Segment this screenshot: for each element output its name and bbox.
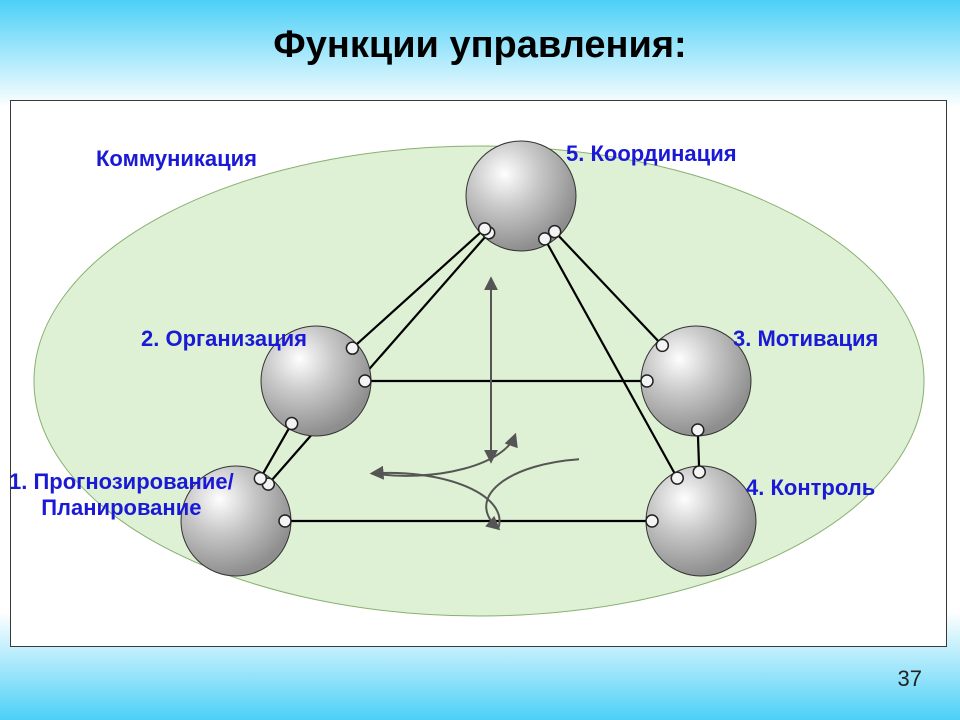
node-label: 4. Контроль <box>746 475 875 501</box>
node-port <box>641 375 653 387</box>
node-port <box>359 375 371 387</box>
slide: Функции управления: <box>0 0 960 720</box>
node-label: 3. Мотивация <box>733 326 878 352</box>
node-port <box>693 466 705 478</box>
slide-title: Функции управления: <box>0 24 960 67</box>
node-port <box>286 418 298 430</box>
node-port <box>279 515 291 527</box>
page-number: 37 <box>898 666 922 692</box>
node-port <box>671 472 683 484</box>
node-port <box>254 472 266 484</box>
node-port <box>346 342 358 354</box>
node-label-line: Планирование <box>9 495 234 521</box>
node-port <box>479 223 491 235</box>
node-port <box>646 515 658 527</box>
management-functions-diagram <box>11 101 946 646</box>
node-label: 5. Координация <box>566 141 737 167</box>
node-label: 1. Прогнозирование/Планирование <box>9 469 234 521</box>
node-port <box>692 424 704 436</box>
node-sphere <box>646 466 756 576</box>
node-label-line: 1. Прогнозирование/ <box>9 469 234 495</box>
node-port <box>656 339 668 351</box>
diagram-panel: Коммуникация 5. Координация 2. Организаци… <box>10 100 947 647</box>
node-label: 2. Организация <box>141 326 307 352</box>
context-label: Коммуникация <box>96 146 257 172</box>
node-port <box>539 233 551 245</box>
